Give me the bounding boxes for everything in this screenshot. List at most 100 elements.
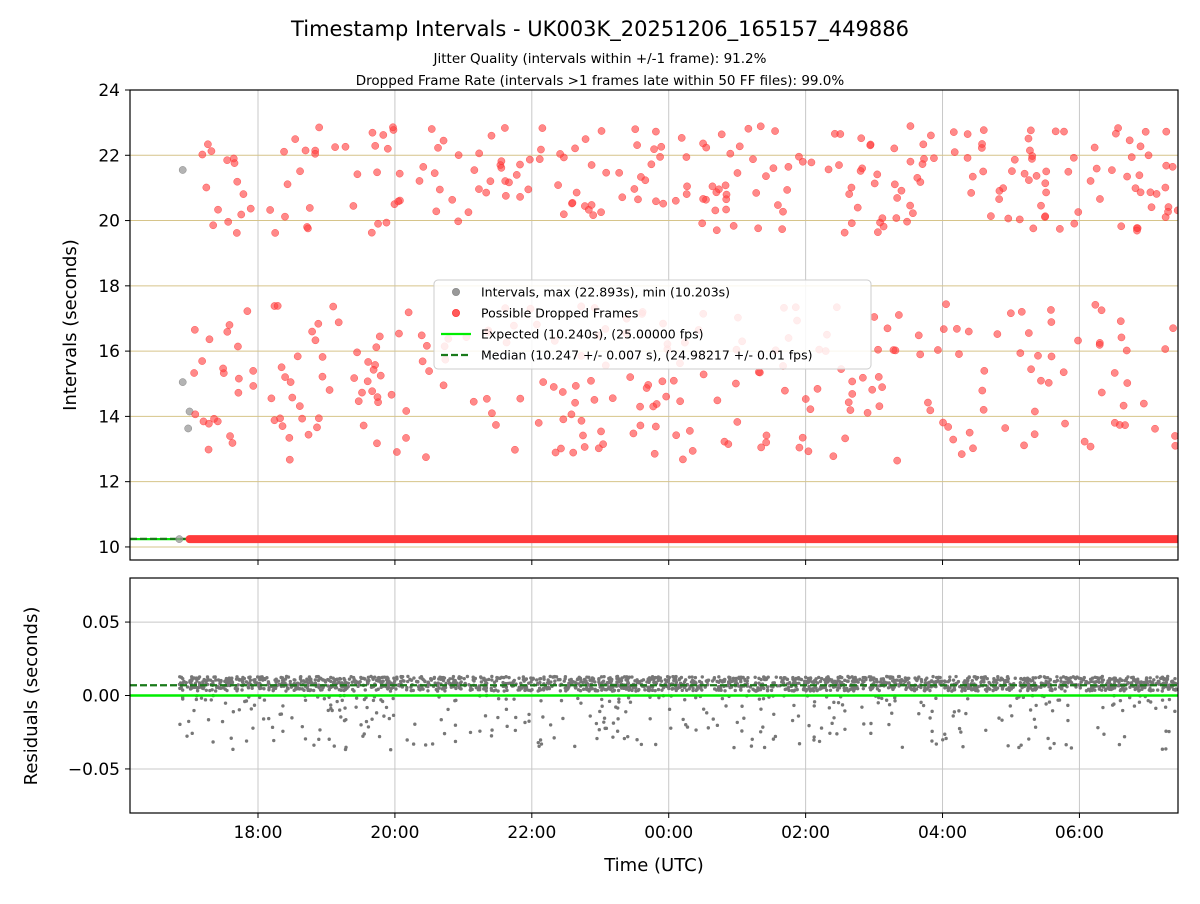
residual-point [661,686,666,690]
residual-point [1165,676,1169,681]
residual-outlier-point [329,703,333,707]
residual-point [308,680,313,685]
residual-outlier-point [957,709,961,713]
dropped-frame-point [234,388,243,397]
dropped-frame-point [969,444,977,453]
residual-outlier-point [504,697,508,701]
residual-outlier-point [1163,705,1168,709]
residual-point [717,675,721,679]
residual-point [197,675,202,679]
residual-outlier-point [919,700,923,705]
residual-point [271,688,276,692]
residual-outlier-point [635,738,639,742]
residual-point [992,677,996,681]
residual-outlier-point [759,707,763,711]
dropped-frame-point [918,160,927,168]
dropped-frame-point [482,188,491,197]
residual-point [907,676,911,680]
dropped-frame-point [1017,307,1026,316]
residual-outlier-point [527,712,531,717]
chart-subtitle-jitter: Jitter Quality (intervals within +/-1 fr… [433,51,767,67]
residual-point [1118,677,1122,681]
residual-outlier-point [377,734,382,739]
residual-outlier-point [701,707,706,711]
dropped-frame-point [778,225,787,234]
residual-point [451,674,456,679]
dropped-frame-point [551,448,560,457]
dropped-frame-point [806,405,815,414]
residual-outlier-point [869,721,873,726]
residual-point [499,675,504,680]
dropped-frame-point [795,152,803,161]
residual-point [1160,689,1164,693]
dropped-frame-point [369,365,378,374]
dropped-frame-point [577,416,586,425]
residual-point [852,679,856,684]
intervals-ytick-label: 12 [98,473,120,493]
residual-point [617,679,621,684]
dropped-frame-point [589,211,598,220]
residual-point [524,685,529,689]
residual-outlier-point [335,699,339,704]
dropped-frame-point [953,324,961,333]
time-axis-label: Time (UTC) [603,855,704,876]
residual-point [903,679,907,684]
residual-point [386,687,390,691]
residual-point [1089,679,1094,684]
dropped-frame-point [608,394,617,403]
residual-outlier-point [1057,698,1062,702]
dropped-frame-point [752,189,761,197]
dropped-frame-point [721,181,730,190]
dropped-frame-point [329,302,338,311]
dropped-frame-point [1025,176,1033,184]
residual-point [389,686,394,691]
dropped-frame-point [650,145,658,154]
residual-point [446,678,451,683]
residual-outlier-point [797,742,802,746]
residual-point [762,677,767,682]
residual-point [943,680,948,684]
residual-point [219,686,223,690]
residual-outlier-point [371,698,376,703]
residual-point [292,688,296,693]
dropped-frame-point [688,447,697,455]
residual-outlier-point [1066,703,1070,708]
residual-point [361,676,366,681]
dropped-frame-point [1032,172,1041,180]
residual-point [1086,687,1091,691]
residual-point [468,688,473,692]
dropped-frame-point [296,167,304,176]
residual-point [919,677,924,682]
dropped-frame-point [281,373,289,381]
residual-outlier-point [598,709,602,714]
intervals-ytick-label: 10 [98,538,120,558]
residual-outlier-point [211,740,215,744]
residuals-ytick-label: −0.05 [68,760,120,780]
residual-point [412,676,416,680]
dropped-frame-point [1031,407,1039,416]
residual-point [672,678,676,683]
residual-point [753,681,758,685]
dropped-frame-point [679,455,687,464]
residual-point [658,676,663,680]
residual-outlier-point [604,726,609,731]
dropped-frame-point [978,386,987,395]
residual-point [359,675,363,680]
dropped-frame-point [895,311,903,319]
dropped-frame-point [1136,188,1145,197]
residual-point [316,678,321,683]
dropped-frame-point [1027,365,1035,374]
residual-point [292,678,296,682]
residual-point [530,688,534,692]
dropped-frame-point [314,319,323,328]
dropped-frame-point [1042,167,1051,176]
residual-point [331,676,335,680]
dropped-frame-point [1047,318,1056,326]
residual-point [830,679,834,684]
residual-outlier-point [1019,743,1023,747]
residual-point [803,675,808,680]
residual-outlier-point [359,723,363,727]
residual-point [253,678,257,682]
residual-point [620,676,624,680]
residual-outlier-point [771,737,776,741]
